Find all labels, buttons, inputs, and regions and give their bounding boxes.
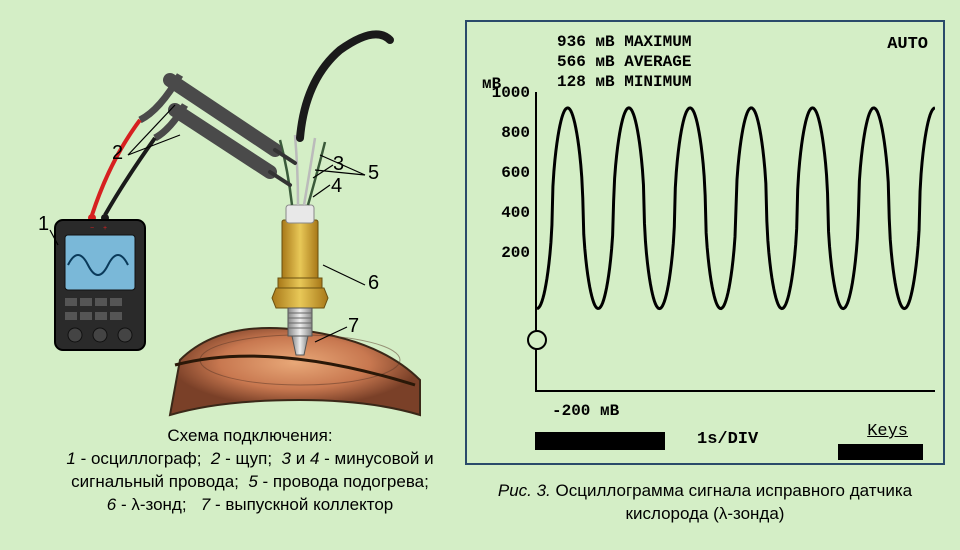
y-axis: 1000 800 600 400 200 bbox=[475, 87, 530, 367]
bottom-bar bbox=[535, 432, 665, 450]
diagram-label-4: 4 bbox=[331, 175, 342, 198]
keys-bar bbox=[838, 444, 923, 460]
neg-tick-label: -200 мВ bbox=[552, 402, 619, 420]
diagram-label-3: 3 bbox=[333, 153, 344, 176]
diagram-label-6: 6 bbox=[368, 272, 379, 295]
svg-text:−: − bbox=[90, 225, 94, 232]
diagram-label-5: 5 bbox=[368, 162, 379, 185]
zero-marker bbox=[527, 330, 547, 350]
oscillogram-frame: AUTO 936 мВ MAXIMUM 566 мВ AVERAGE 128 м… bbox=[465, 20, 945, 465]
y-tick: 1000 bbox=[475, 84, 530, 102]
diagram-label-2: 2 bbox=[112, 142, 123, 165]
left-caption: Схема подключения: 1 - осциллограф; 2 - … bbox=[50, 425, 450, 517]
diagram-label-1: 1 bbox=[38, 213, 49, 236]
caption-text: Осциллограмма сигнала исправного датчика… bbox=[551, 481, 912, 523]
stat-max: 936 мВ MAXIMUM bbox=[557, 32, 691, 52]
left-caption-title: Схема подключения: bbox=[50, 425, 450, 448]
y-tick: 200 bbox=[475, 244, 530, 262]
y-tick: 400 bbox=[475, 204, 530, 222]
chart-area bbox=[535, 92, 935, 392]
keys-label: Keys bbox=[867, 422, 908, 441]
caption-prefix: Рис. 3. bbox=[498, 481, 551, 500]
connection-diagram: − + bbox=[20, 20, 450, 420]
stat-min: 128 мВ MINIMUM bbox=[557, 72, 691, 92]
y-tick: 800 bbox=[475, 124, 530, 142]
chart-auto-label: AUTO bbox=[887, 35, 928, 54]
diagram-label-7: 7 bbox=[348, 315, 359, 338]
chart-stats: 936 мВ MAXIMUM 566 мВ AVERAGE 128 мВ MIN… bbox=[557, 32, 691, 92]
time-division: 1s/DIV bbox=[697, 430, 758, 449]
stat-avg: 566 мВ AVERAGE bbox=[557, 52, 691, 72]
svg-text:+: + bbox=[103, 225, 107, 232]
y-tick: 600 bbox=[475, 164, 530, 182]
waveform bbox=[537, 92, 935, 390]
right-caption: Рис. 3. Осциллограмма сигнала исправного… bbox=[465, 480, 945, 526]
